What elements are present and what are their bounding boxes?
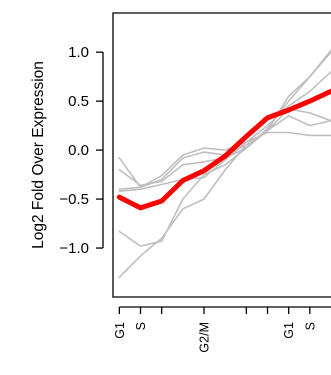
x-axis: G1 S G2/M G1 S — [113, 306, 331, 353]
series-line-6 — [118, 131, 331, 192]
y-tick-label: −1.0 — [59, 240, 89, 257]
y-axis-title: Log2 Fold Over Expression — [30, 61, 47, 249]
x-tick-label: G1 — [282, 322, 296, 339]
series-layer — [116, 49, 331, 279]
series-line-5 — [118, 108, 331, 279]
series-line-4 — [118, 49, 331, 247]
x-tick-label: G1 — [113, 322, 127, 339]
x-tick-label: S — [134, 322, 148, 330]
series-line-mean — [116, 88, 331, 211]
plot-frame — [112, 12, 331, 298]
series-line-1 — [118, 115, 331, 189]
y-tick-label: 0.0 — [68, 142, 89, 159]
y-tick-label: 1.0 — [68, 44, 89, 61]
y-tick-label: −0.5 — [59, 191, 89, 208]
x-tick-label: S — [303, 322, 317, 330]
y-axis: 1.0 0.5 0.0 −0.5 −1.0 — [59, 44, 104, 257]
x-tick-label: G2/M — [198, 322, 212, 353]
y-tick-label: 0.5 — [68, 93, 89, 110]
series-line-2 — [118, 71, 331, 191]
